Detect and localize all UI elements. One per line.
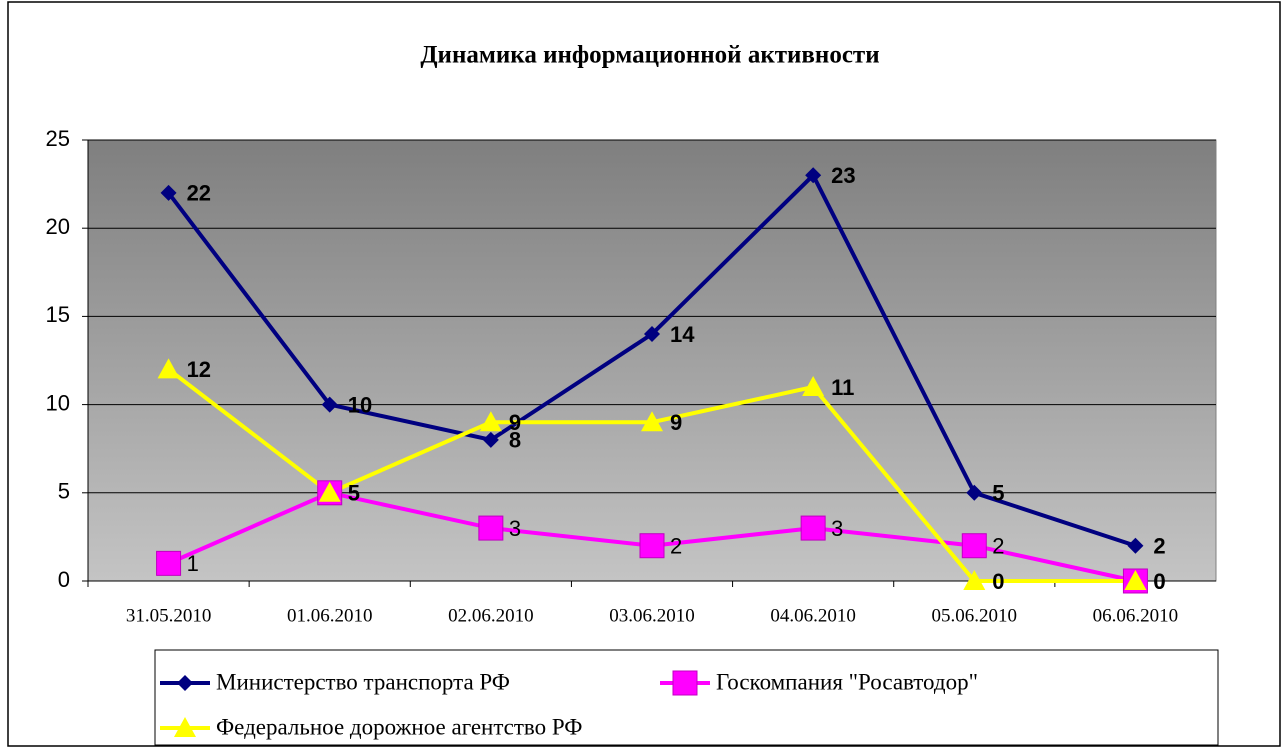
marker-square	[800, 515, 826, 541]
data-label: 1	[187, 551, 199, 576]
marker-square	[156, 550, 182, 576]
data-label: 2	[1153, 534, 1165, 559]
marker-diamond	[160, 184, 177, 201]
legend-label: Госкомпания "Росавтодор"	[716, 669, 978, 694]
marker-diamond	[321, 396, 338, 413]
data-label: 9	[670, 410, 682, 435]
data-label: 5	[348, 481, 360, 506]
marker-square	[672, 670, 698, 696]
legend-label: Министерство транспорта РФ	[216, 669, 510, 694]
data-label: 8	[509, 428, 521, 453]
legend-label: Федеральное дорожное агентство РФ	[216, 714, 582, 739]
data-label: 9	[509, 410, 521, 435]
marker-triangle	[963, 570, 986, 590]
data-label: 3	[831, 516, 843, 541]
y-tick-label: 5	[58, 479, 70, 504]
marker-diamond	[177, 675, 193, 691]
data-label: 3	[509, 516, 521, 541]
y-tick-label: 15	[46, 302, 70, 327]
marker-diamond	[644, 326, 660, 343]
data-label: 10	[348, 392, 372, 417]
x-tick-label: 05.06.2010	[932, 605, 1018, 626]
y-tick-label: 20	[46, 214, 70, 239]
marker-diamond	[805, 167, 822, 184]
x-tick-label: 01.06.2010	[287, 605, 373, 626]
marker-triangle	[802, 375, 825, 396]
data-label: 23	[831, 163, 855, 188]
marker-triangle	[641, 411, 663, 432]
marker-diamond	[482, 431, 499, 448]
marker-triangle	[479, 411, 502, 432]
marker-triangle	[318, 481, 341, 502]
y-tick-label: 10	[46, 390, 70, 415]
chart-title: Динамика информационной активности	[420, 42, 879, 69]
x-tick-label: 06.06.2010	[1093, 605, 1179, 626]
marker-triangle	[157, 358, 180, 379]
x-tick-label: 31.05.2010	[126, 605, 212, 626]
x-tick-label: 03.06.2010	[609, 605, 695, 626]
marker-diamond	[966, 484, 983, 501]
marker-triangle	[174, 717, 196, 737]
data-label: 5	[348, 481, 360, 506]
data-label: 2	[670, 534, 682, 559]
data-label: 0	[1153, 569, 1165, 594]
data-label: 5	[992, 481, 1004, 506]
marker-square	[478, 515, 504, 541]
y-tick-label: 25	[46, 126, 70, 151]
data-label: 0	[1153, 569, 1165, 594]
marker-triangle	[1124, 570, 1147, 590]
marker-square	[639, 533, 665, 559]
data-label: 2	[992, 534, 1004, 559]
data-label: 22	[187, 181, 211, 206]
marker-diamond	[1127, 537, 1144, 554]
y-tick-label: 0	[58, 567, 70, 592]
plot-area	[87, 139, 1217, 582]
x-tick-label: 02.06.2010	[448, 605, 534, 626]
data-label: 0	[992, 569, 1004, 594]
data-label: 14	[670, 322, 695, 347]
x-tick-label: 04.06.2010	[770, 605, 856, 626]
data-label: 11	[831, 375, 854, 400]
marker-square	[961, 533, 987, 559]
legend-box	[154, 649, 1219, 746]
data-label: 12	[187, 357, 211, 382]
